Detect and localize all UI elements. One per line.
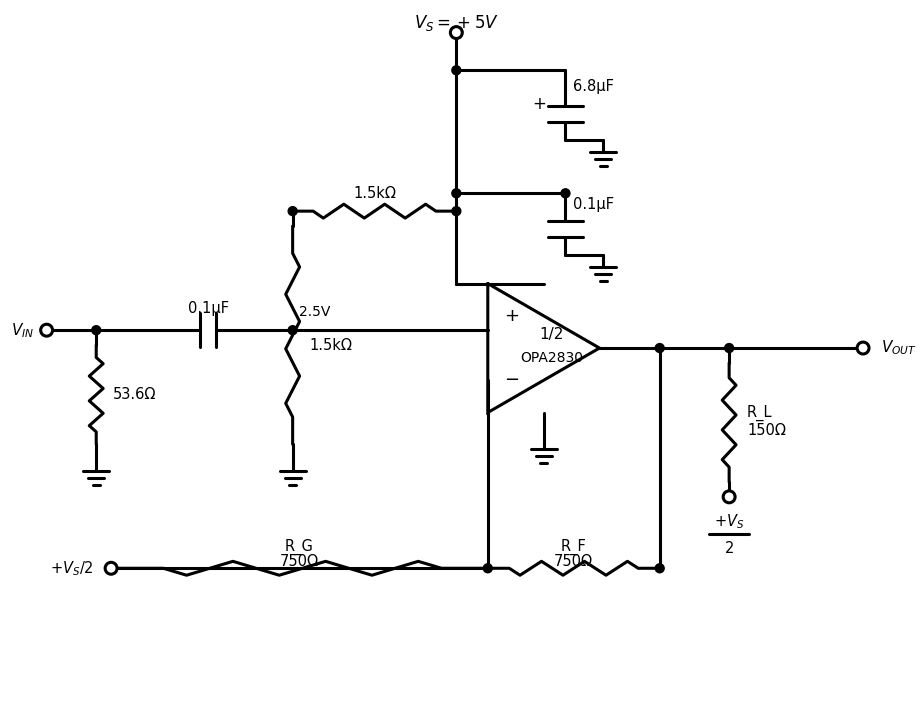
Text: 0.1μF: 0.1μF	[188, 301, 229, 316]
Text: +: +	[533, 95, 547, 113]
Text: 2: 2	[725, 541, 734, 556]
Circle shape	[289, 206, 297, 216]
Circle shape	[105, 562, 117, 574]
Text: R_F: R_F	[561, 538, 586, 554]
Text: 53.6Ω: 53.6Ω	[113, 387, 157, 402]
Circle shape	[452, 189, 461, 198]
Circle shape	[450, 27, 462, 38]
Text: 750Ω: 750Ω	[280, 554, 319, 569]
Text: 0.1μF: 0.1μF	[573, 197, 614, 211]
Text: 6.8μF: 6.8μF	[573, 78, 614, 93]
Circle shape	[452, 66, 461, 75]
Text: 1/2: 1/2	[539, 327, 563, 341]
Circle shape	[483, 563, 492, 573]
Text: 750Ω: 750Ω	[554, 554, 593, 569]
Circle shape	[452, 206, 461, 216]
Circle shape	[41, 325, 53, 336]
Text: R_L: R_L	[747, 404, 773, 421]
Circle shape	[656, 563, 664, 573]
Text: $V_S = +5V$: $V_S = +5V$	[414, 13, 499, 33]
Text: $V_{IN}$: $V_{IN}$	[11, 321, 35, 339]
Circle shape	[723, 491, 735, 503]
Text: 1.5kΩ: 1.5kΩ	[353, 186, 396, 201]
Text: −: −	[503, 371, 519, 390]
Circle shape	[92, 326, 100, 334]
Circle shape	[656, 344, 664, 353]
Text: 1.5kΩ: 1.5kΩ	[310, 337, 352, 353]
Text: OPA2830: OPA2830	[520, 351, 583, 365]
Circle shape	[561, 189, 570, 198]
Text: R_G: R_G	[285, 538, 313, 554]
Text: +: +	[503, 307, 519, 325]
Text: $V_{OUT}$: $V_{OUT}$	[881, 339, 916, 358]
Text: 2.5V: 2.5V	[299, 305, 330, 320]
Text: $+V_S/2$: $+V_S/2$	[50, 559, 93, 578]
Circle shape	[857, 342, 869, 354]
Circle shape	[289, 326, 297, 334]
Text: $+V_S$: $+V_S$	[714, 513, 744, 531]
Circle shape	[725, 344, 734, 353]
Text: 150Ω: 150Ω	[747, 423, 786, 438]
